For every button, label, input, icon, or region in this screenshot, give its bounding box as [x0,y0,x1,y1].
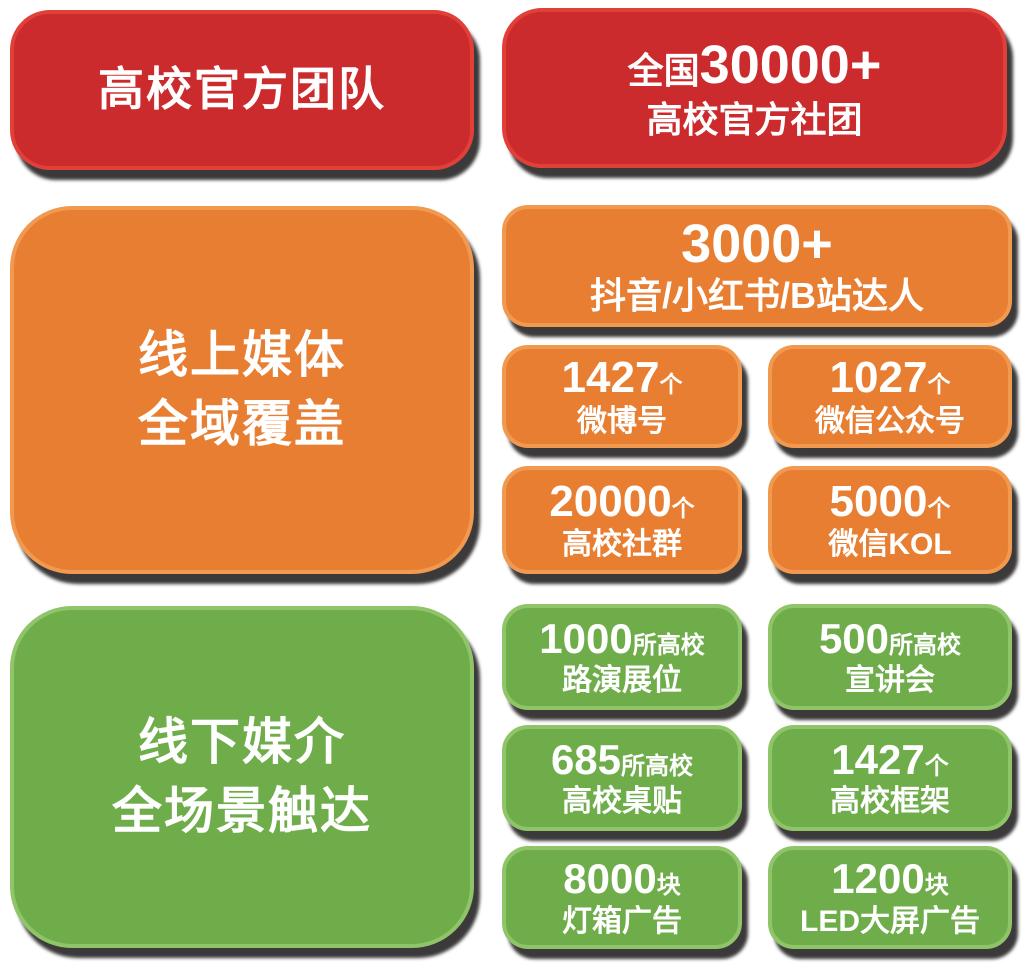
influencers-label: 抖音/小红书/B站达人 [589,275,924,317]
campus-frame-number: 1427 [831,735,925,783]
offline-media-title-card: 线下媒介 全场景触达 [10,606,474,948]
wechat-kol-label: 微信KOL [828,528,952,562]
lightbox-ad-card: 8000块 灯箱广告 [502,846,742,949]
info-session-number: 500 [818,614,890,662]
offline-media-title-line1: 线下媒介 [138,714,346,770]
campus-frame-label: 高校框架 [830,785,950,819]
online-media-title-card: 线上媒体 全域覆盖 [10,206,474,574]
campus-frame-card: 1427个 高校框架 [768,725,1012,831]
weibo-accounts-label: 微博号 [577,404,667,438]
desk-sticker-label: 高校桌贴 [562,785,682,819]
desk-sticker-unit: 所高校 [621,752,694,780]
roadshow-booth-number: 1000 [539,614,633,662]
offline-media-title: 线下媒介 全场景触达 [112,708,372,846]
team-title-card: 高校官方团队 [10,10,474,170]
info-session-card: 500所高校 宣讲会 [768,604,1012,710]
team-stat-number: 30000+ [699,35,882,96]
wechat-official-accounts-number: 1027 [829,353,928,403]
offline-media-title-line2: 全场景触达 [112,783,372,839]
influencers-card: 3000+ 抖音/小红书/B站达人 [502,205,1012,327]
wechat-kol-number: 5000 [829,476,928,526]
weibo-accounts-card: 1427个 微博号 [502,345,742,448]
info-session-label: 宣讲会 [845,664,935,698]
desk-sticker-number: 685 [550,735,622,783]
wechat-official-accounts-label: 微信公众号 [815,404,965,438]
lightbox-ad-label: 灯箱广告 [562,904,682,938]
team-stat-number-line: 全国30000+ [628,34,882,96]
university-groups-unit: 个 [671,494,695,521]
roadshow-booth-label: 路演展位 [562,664,682,698]
university-groups-number: 20000 [549,476,672,526]
desk-sticker-card: 685所高校 高校桌贴 [502,725,742,831]
info-session-unit: 所高校 [889,631,962,659]
weibo-accounts-number: 1427 [561,353,660,403]
wechat-kol-card: 5000个 微信KOL [768,466,1012,574]
weibo-accounts-unit: 个 [659,371,683,398]
online-media-title-line2: 全域覆盖 [138,396,346,452]
wechat-official-accounts-card: 1027个 微信公众号 [768,345,1012,448]
lightbox-ad-unit: 块 [656,872,681,900]
led-screen-ad-card: 1200块 LED大屏广告 [768,846,1012,949]
university-groups-label: 高校社群 [562,528,682,562]
team-stat-label: 高校官方社团 [646,98,863,140]
led-screen-ad-number: 1200 [831,855,925,903]
team-stat-prefix: 全国 [627,50,700,92]
team-title: 高校官方团队 [98,63,386,116]
university-groups-card: 20000个 高校社群 [502,466,742,574]
influencers-number: 3000+ [681,213,833,274]
roadshow-booth-card: 1000所高校 路演展位 [502,604,742,710]
campus-frame-unit: 个 [924,752,949,780]
lightbox-ad-number: 8000 [563,855,657,903]
roadshow-booth-unit: 所高校 [632,631,705,659]
wechat-kol-unit: 个 [927,494,951,521]
online-media-title-line1: 线上媒体 [138,327,346,383]
led-screen-ad-label: LED大屏广告 [800,904,980,938]
wechat-official-accounts-unit: 个 [927,371,951,398]
team-stat-card: 全国30000+ 高校官方社团 [502,8,1007,168]
online-media-title: 线上媒体 全域覆盖 [138,321,346,459]
led-screen-ad-unit: 块 [924,872,949,900]
